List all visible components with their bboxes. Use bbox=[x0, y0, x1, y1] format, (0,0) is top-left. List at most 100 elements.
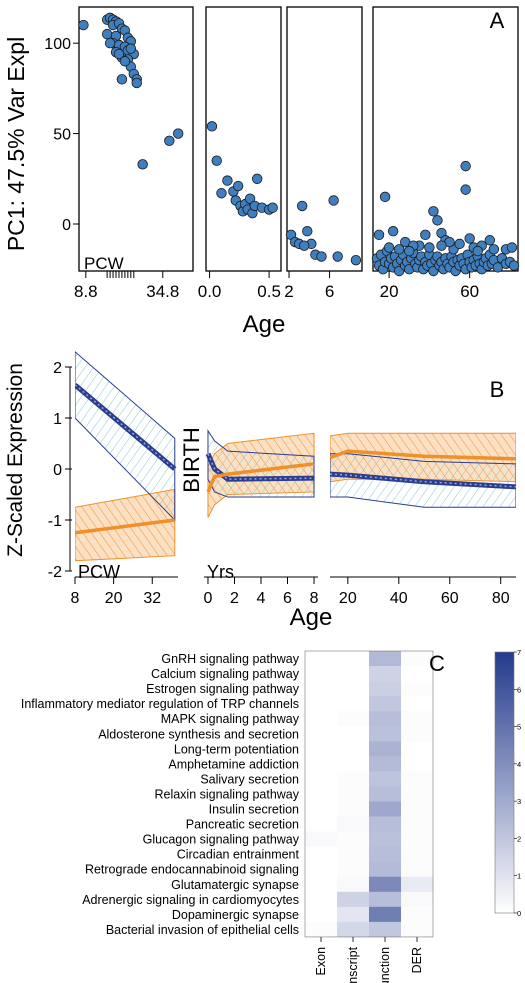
scatter-point bbox=[232, 180, 244, 192]
colorbar-tick-label: 3 bbox=[517, 797, 521, 806]
heatmap-cell bbox=[305, 906, 338, 923]
heatmap-cell bbox=[401, 906, 434, 923]
scatter-point bbox=[302, 226, 313, 237]
birth-annotation: BIRTH bbox=[179, 427, 204, 493]
facet-frame bbox=[205, 6, 282, 272]
panel-b-plot-area bbox=[75, 351, 177, 562]
heatmap-cell bbox=[337, 831, 370, 847]
facet-note: PCW bbox=[84, 254, 124, 273]
heatmap-cell bbox=[337, 756, 370, 772]
scatter-point bbox=[383, 242, 395, 253]
x-tick-label: 2 bbox=[230, 590, 239, 607]
heatmap-cell bbox=[337, 726, 370, 742]
scatter-point bbox=[267, 202, 278, 213]
heatmap-cell bbox=[305, 666, 338, 682]
panel-b-xlabel: Age bbox=[290, 604, 333, 631]
heatmap-cell bbox=[305, 846, 338, 862]
heatmap-cell bbox=[369, 891, 402, 908]
x-tick-label: 40 bbox=[390, 590, 408, 607]
heatmap-row-label: Amphetamine addiction bbox=[168, 757, 299, 771]
heatmap-cell bbox=[369, 651, 402, 667]
scatter-point bbox=[454, 238, 465, 250]
colorbar-tick-label: 2 bbox=[517, 834, 521, 843]
heatmap-cell bbox=[401, 861, 434, 878]
heatmap-row-label: Estrogen signaling pathway bbox=[146, 682, 300, 696]
colorbar-tick-label: 1 bbox=[517, 872, 521, 881]
heatmap-row-label: Bacterial invasion of epithelial cells bbox=[106, 923, 299, 937]
colorbar-tick-label: 5 bbox=[517, 723, 521, 732]
heatmap-cell bbox=[337, 741, 370, 757]
heatmap-cell bbox=[337, 891, 370, 908]
scatter-point bbox=[116, 74, 128, 85]
heatmap-cell bbox=[401, 741, 434, 757]
heatmap-cell bbox=[305, 861, 338, 878]
y-tick-label: 100 bbox=[44, 36, 71, 53]
panel-b-facet-1: 8 20 32 PCW bbox=[71, 351, 178, 607]
scatter-point bbox=[206, 121, 218, 132]
colorbar-tick-label: 6 bbox=[517, 685, 521, 694]
scatter-point bbox=[464, 233, 475, 244]
heatmap-cell bbox=[305, 831, 338, 847]
blue-mean-line-dots bbox=[75, 384, 176, 470]
heatmap-row-label: Salivary secretion bbox=[200, 772, 299, 786]
heatmap-cell bbox=[337, 846, 370, 862]
scatter-point bbox=[101, 28, 113, 40]
x-tick-label: 20 bbox=[105, 590, 123, 607]
heatmap-row-label: Dopaminergic synapse bbox=[172, 908, 299, 922]
panel-b-plot-area bbox=[330, 432, 516, 508]
heatmap-cell bbox=[401, 681, 434, 697]
facet-note: PCW bbox=[78, 562, 120, 582]
scatter-point bbox=[460, 160, 471, 172]
scatter-point bbox=[432, 215, 443, 226]
scatter-point bbox=[299, 240, 310, 251]
scatter-point bbox=[420, 229, 431, 241]
blue-mean-line-dots bbox=[330, 473, 516, 488]
panel-a-facet-1: 8.8 34.8 PCW bbox=[74, 6, 194, 301]
heatmap-cell bbox=[337, 906, 370, 923]
x-tick-label: 60 bbox=[441, 590, 459, 607]
heatmap-col-label: Junction bbox=[378, 947, 392, 983]
heatmap-cell bbox=[401, 816, 434, 832]
heatmap-cell bbox=[369, 846, 402, 862]
colorbar-tick-label: 0 bbox=[517, 909, 521, 918]
scatter-point bbox=[436, 240, 447, 251]
heatmap-cell bbox=[337, 861, 370, 878]
heatmap-cell bbox=[369, 801, 402, 817]
heatmap-row-label: Glutamatergic synapse bbox=[171, 878, 299, 892]
scatter-point bbox=[164, 135, 175, 147]
heatmap-row-label: Insulin secretion bbox=[209, 803, 299, 817]
heatmap-cell bbox=[305, 741, 338, 757]
scatter-point bbox=[211, 155, 222, 166]
x-tick-label: 0.0 bbox=[198, 282, 222, 301]
heatmap-cell bbox=[337, 801, 370, 817]
heatmap-row-label: Inflammatory mediator regulation of TRP … bbox=[21, 697, 299, 711]
heatmap-row-label: Circadian entrainment bbox=[177, 848, 300, 862]
heatmap-cell bbox=[305, 681, 338, 697]
heatmap-cell bbox=[369, 756, 402, 772]
heatmap-row-label: Pancreatic secretion bbox=[186, 818, 299, 832]
panel-b-label: B bbox=[490, 377, 505, 402]
scatter-point bbox=[104, 37, 116, 49]
scatter-point bbox=[424, 242, 435, 253]
scatter-point bbox=[125, 43, 137, 54]
facet-frame bbox=[78, 6, 194, 272]
heatmap-col-label: Transcript bbox=[346, 946, 360, 983]
heatmap-cell bbox=[401, 921, 434, 938]
scatter-point bbox=[472, 245, 483, 257]
heatmap-cell bbox=[337, 711, 370, 727]
heatmap-cell bbox=[401, 831, 434, 847]
heatmap-col-label: DER bbox=[410, 947, 424, 973]
heatmap-row-label: Aldosterone synthesis and secretion bbox=[98, 727, 299, 741]
heatmap-cell bbox=[337, 921, 370, 938]
heatmap-cell bbox=[337, 816, 370, 832]
heatmap-cell bbox=[401, 711, 434, 727]
y-tick-label: 0 bbox=[53, 462, 62, 479]
heatmap-cell bbox=[337, 786, 370, 802]
heatmap-row-label: Adrenergic signaling in cardiomyocytes bbox=[82, 893, 299, 907]
y-tick-label: 1 bbox=[53, 411, 62, 428]
heatmap-cell bbox=[337, 651, 370, 667]
heatmap-frame bbox=[304, 650, 434, 938]
heatmap-cell bbox=[401, 876, 434, 893]
